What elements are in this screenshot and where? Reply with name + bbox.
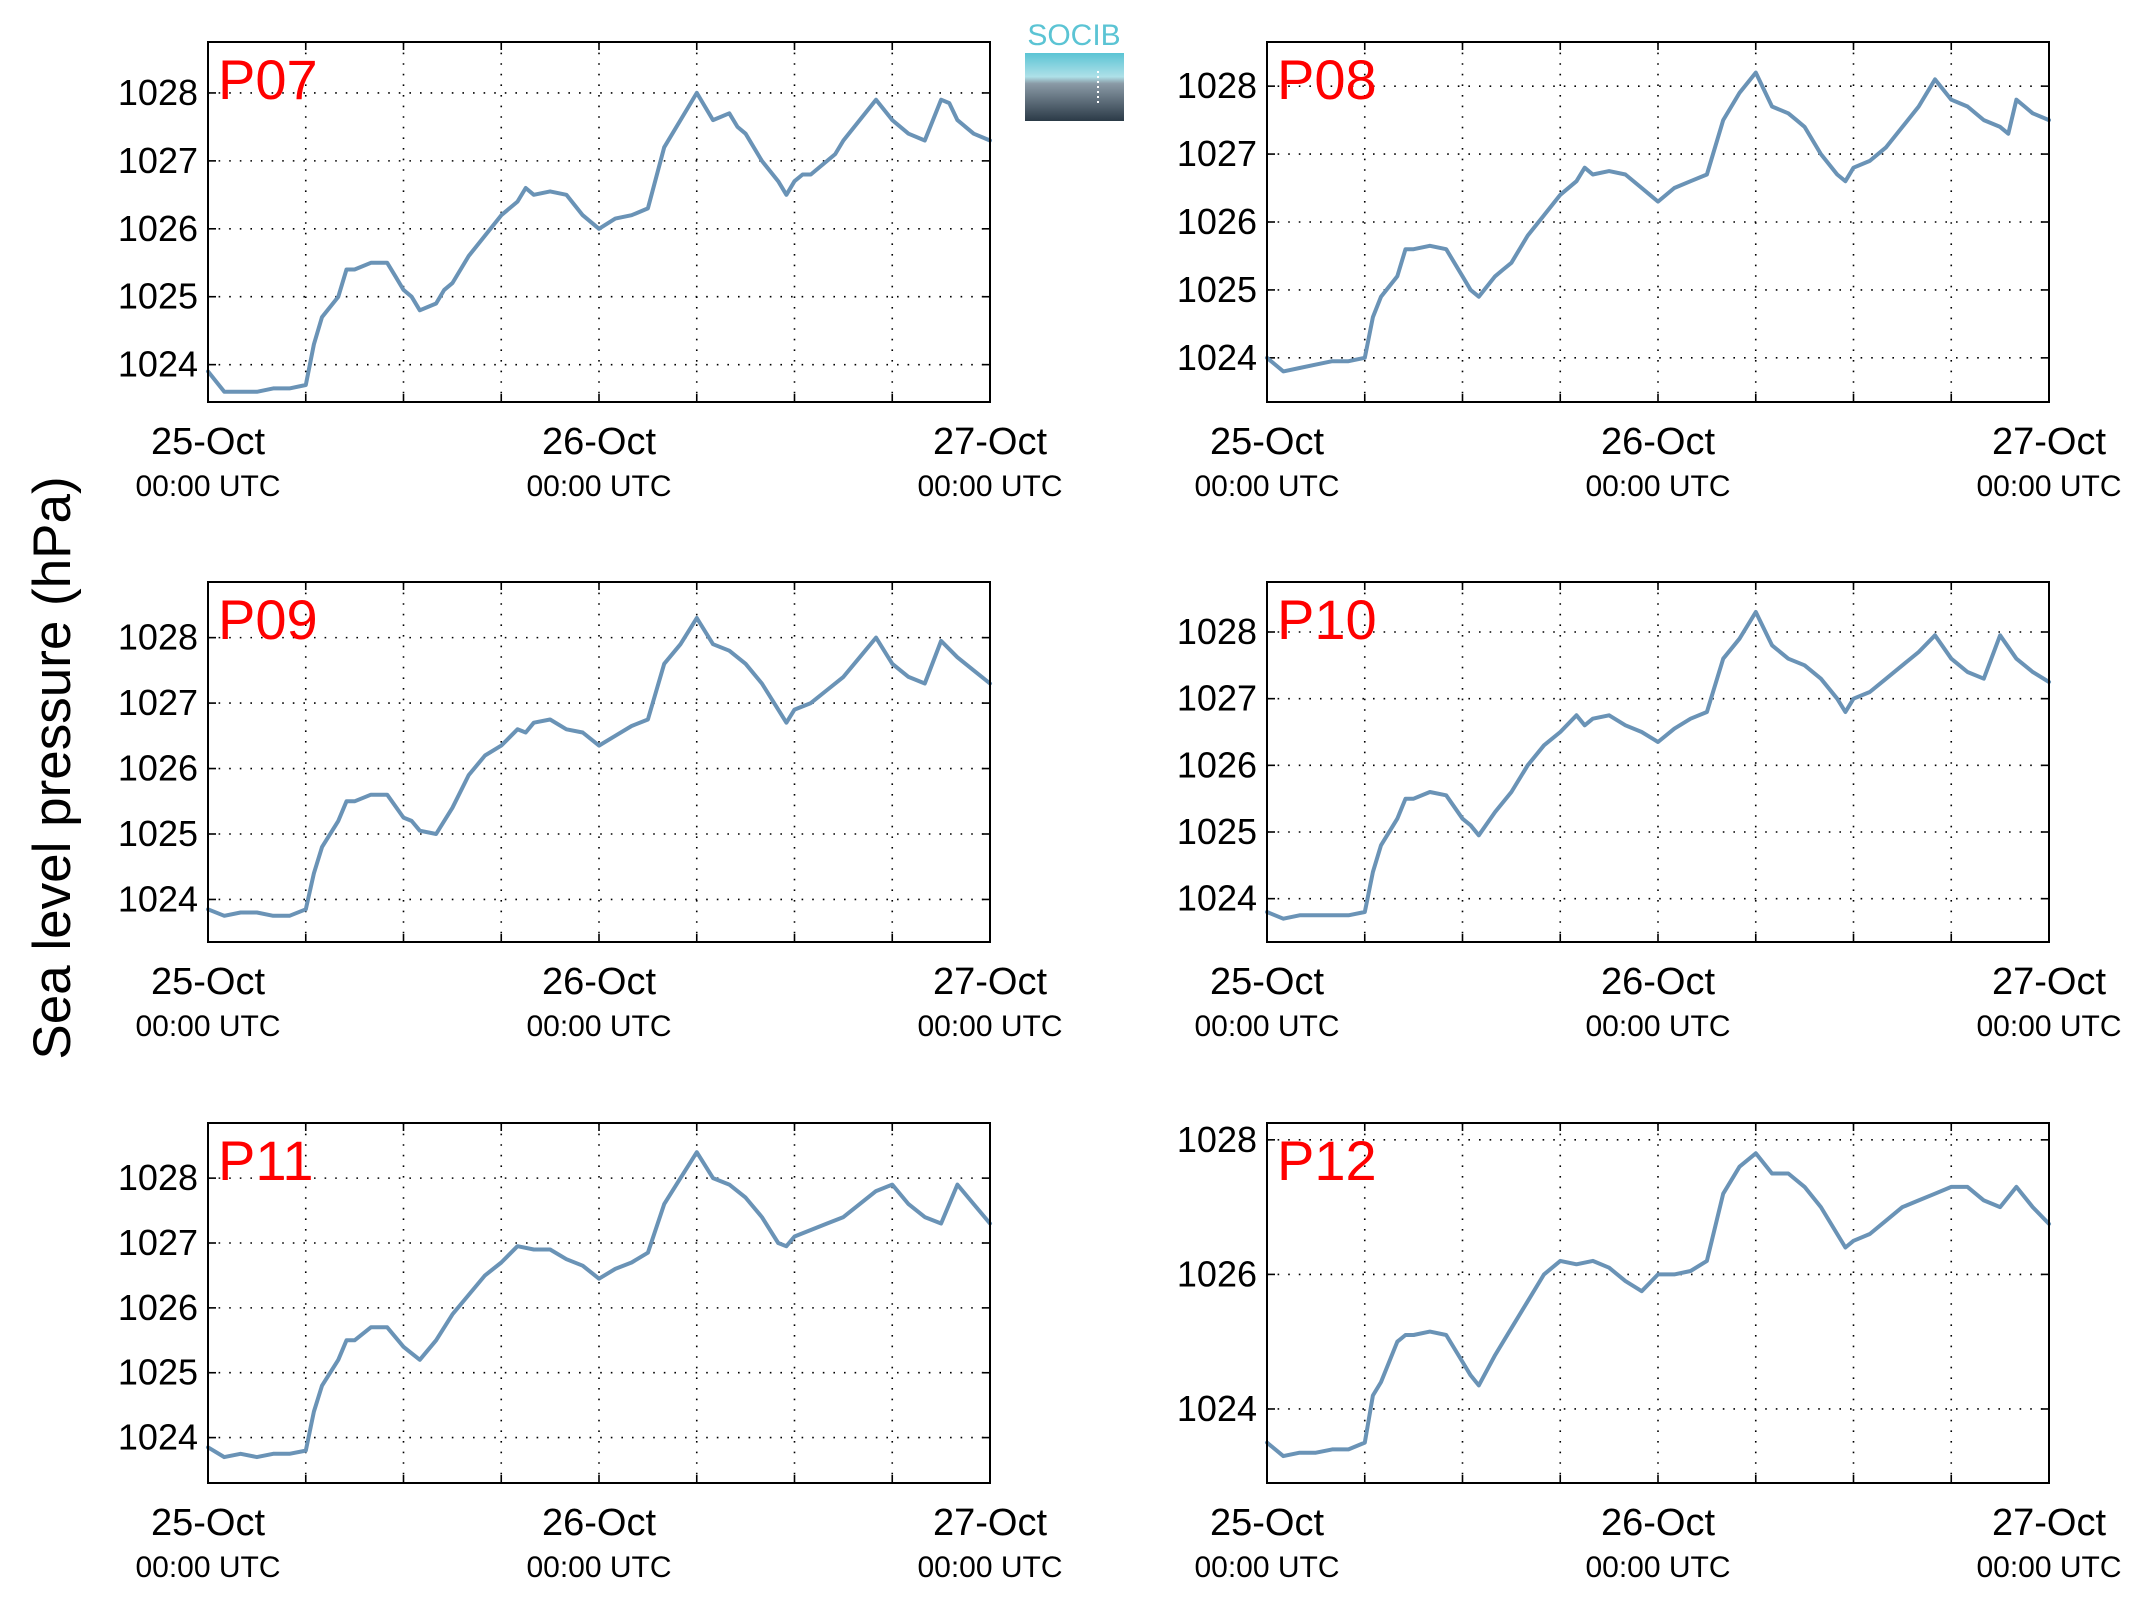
panel-p07: 1024 1025 1026 1027 1028 25-Oct 00:00 UTC 26-Oc… — [118, 41, 1063, 503]
x-tick-label-date: 25-Oct — [1210, 421, 1324, 463]
x-tick-label-time: 00:00 UTC — [1194, 470, 1339, 503]
panel-label: P07 — [218, 48, 318, 111]
pressure-series-line — [1265, 70, 2051, 374]
x-tick-label-time: 00:00 UTC — [917, 470, 1062, 503]
x-tick-label-time: 00:00 UTC — [1976, 1010, 2121, 1043]
panel-label: P09 — [218, 588, 318, 651]
y-tick-label: 1025 — [118, 813, 198, 854]
logo-text: SOCIB — [1027, 19, 1120, 52]
x-tick-label-time: 00:00 UTC — [1585, 470, 1730, 503]
x-tick-label-date: 25-Oct — [1210, 961, 1324, 1003]
x-tick-label-time: 00:00 UTC — [526, 1551, 671, 1584]
x-tick-label-time: 00:00 UTC — [1585, 1551, 1730, 1584]
x-tick-label-date: 26-Oct — [542, 1502, 656, 1544]
y-tick-label: 1028 — [1177, 65, 1257, 106]
pressure-series-line — [1265, 610, 2051, 921]
x-tick-label-time: 00:00 UTC — [135, 1551, 280, 1584]
y-tick-label: 1026 — [118, 1287, 198, 1328]
axes-frame — [1266, 41, 2050, 403]
x-tick-label-date: 25-Oct — [151, 1502, 265, 1544]
y-axis-label: Sea level pressure (hPa) — [23, 476, 82, 1059]
y-tick-label: 1024 — [1177, 1388, 1257, 1429]
axes-frame — [1266, 581, 2050, 943]
x-tick-label-date: 26-Oct — [542, 421, 656, 463]
y-tick-label: 1024 — [118, 878, 198, 919]
pressure-series-line — [206, 1150, 992, 1460]
x-tick-label-time: 00:00 UTC — [1976, 1551, 2121, 1584]
x-tick-label-date: 27-Oct — [1992, 1502, 2106, 1544]
y-tick-label: 1028 — [118, 617, 198, 658]
y-tick-label: 1024 — [118, 1417, 198, 1458]
x-tick-label-time: 00:00 UTC — [526, 470, 671, 503]
y-tick-label: 1027 — [1177, 133, 1257, 174]
x-tick-label-date: 27-Oct — [1992, 421, 2106, 463]
y-tick-label: 1027 — [1177, 678, 1257, 719]
y-tick-label: 1026 — [1177, 201, 1257, 242]
y-tick-label: 1028 — [1177, 1119, 1257, 1160]
y-tick-label: 1024 — [1177, 337, 1257, 378]
x-tick-label-time: 00:00 UTC — [135, 1010, 280, 1043]
axes-frame — [207, 581, 991, 943]
x-tick-label-date: 26-Oct — [1601, 1502, 1715, 1544]
y-tick-label: 1026 — [118, 748, 198, 789]
panel-p11: 1024 1025 1026 1027 1028 25-Oct 00:00 UTC 26-Oc… — [118, 1122, 1063, 1584]
x-tick-label-date: 27-Oct — [933, 421, 1047, 463]
y-tick-label: 1024 — [1177, 878, 1257, 919]
x-tick-label-time: 00:00 UTC — [917, 1010, 1062, 1043]
x-tick-label-time: 00:00 UTC — [917, 1551, 1062, 1584]
x-tick-label-date: 25-Oct — [1210, 1502, 1324, 1544]
y-tick-label: 1025 — [118, 276, 198, 317]
socib-logo: SOCIB — [1025, 19, 1124, 121]
panel-p12: 1024 1026 1028 25-Oct 00:00 UTC 26-Oct 00:00 U… — [1177, 1119, 2122, 1584]
x-tick-label-date: 25-Oct — [151, 961, 265, 1003]
y-tick-label: 1028 — [118, 1157, 198, 1198]
pressure-series-line — [206, 616, 992, 918]
pressure-series-line — [1265, 1151, 2051, 1459]
x-tick-label-date: 26-Oct — [1601, 421, 1715, 463]
panel-p08: 1024 1025 1026 1027 1028 25-Oct 00:00 UTC 26-Oc… — [1177, 41, 2122, 503]
x-tick-label-time: 00:00 UTC — [1585, 1010, 1730, 1043]
x-tick-label-date: 27-Oct — [933, 1502, 1047, 1544]
y-tick-label: 1026 — [1177, 1253, 1257, 1294]
y-tick-label: 1025 — [1177, 269, 1257, 310]
y-tick-label: 1027 — [118, 1222, 198, 1263]
panel-label: P10 — [1277, 588, 1377, 651]
y-tick-label: 1026 — [118, 208, 198, 249]
panel-label: P12 — [1277, 1129, 1377, 1192]
y-tick-label: 1025 — [1177, 811, 1257, 852]
panel-p09: 1024 1025 1026 1027 1028 25-Oct 00:00 UTC 26-Oc… — [118, 581, 1063, 1043]
pressure-series-line — [206, 90, 992, 394]
x-tick-label-time: 00:00 UTC — [135, 470, 280, 503]
panel-label: P11 — [218, 1129, 313, 1192]
x-tick-label-time: 00:00 UTC — [526, 1010, 671, 1043]
y-tick-label: 1025 — [118, 1352, 198, 1393]
axes-frame — [1266, 1122, 2050, 1484]
x-tick-label-date: 25-Oct — [151, 421, 265, 463]
logo-graphic — [1025, 53, 1124, 121]
y-tick-label: 1028 — [118, 72, 198, 113]
y-tick-label: 1024 — [118, 344, 198, 385]
y-tick-label: 1027 — [118, 682, 198, 723]
axes-frame — [207, 41, 991, 403]
x-tick-label-time: 00:00 UTC — [1976, 470, 2121, 503]
x-tick-label-date: 27-Oct — [1992, 961, 2106, 1003]
panel-p10: 1024 1025 1026 1027 1028 25-Oct 00:00 UTC 26-Oc… — [1177, 581, 2122, 1043]
x-tick-label-date: 27-Oct — [933, 961, 1047, 1003]
x-tick-label-date: 26-Oct — [542, 961, 656, 1003]
y-tick-label: 1028 — [1177, 611, 1257, 652]
y-tick-label: 1027 — [118, 140, 198, 181]
axes-frame — [207, 1122, 991, 1484]
x-tick-label-time: 00:00 UTC — [1194, 1010, 1339, 1043]
x-tick-label-date: 26-Oct — [1601, 961, 1715, 1003]
x-tick-label-time: 00:00 UTC — [1194, 1551, 1339, 1584]
panel-label: P08 — [1277, 48, 1377, 111]
y-tick-label: 1026 — [1177, 744, 1257, 785]
